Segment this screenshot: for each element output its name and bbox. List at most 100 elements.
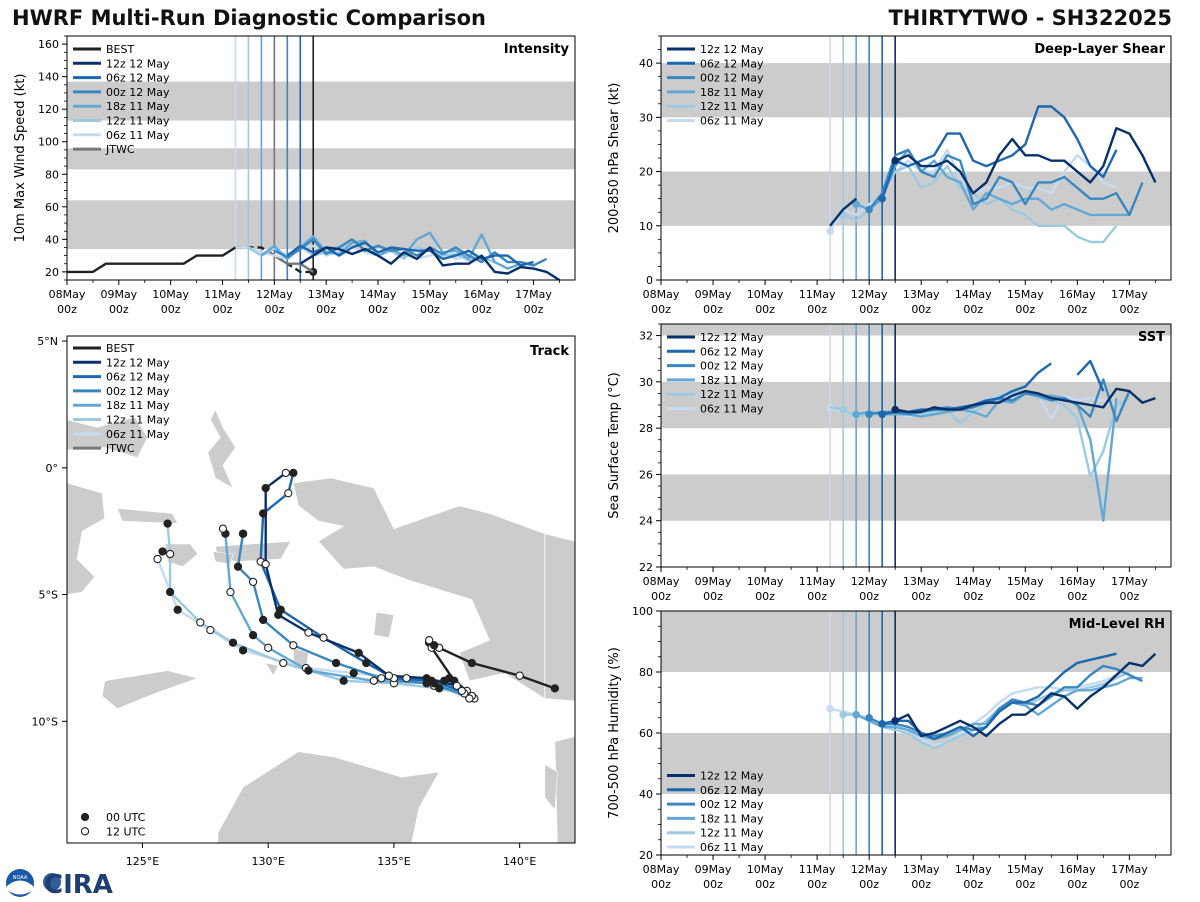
shear-xtick-hour: 00z (963, 303, 983, 316)
intensity-xtick-label: 15May (411, 288, 448, 301)
sst-series-start-marker (891, 405, 899, 414)
track-point-12utc (165, 549, 175, 559)
intensity-panel: 20 40 60 80 100 120 140 160 08May 00z 09May 00z 10Ma… (13, 35, 576, 316)
shear-series-line (829, 197, 857, 227)
sst-xtick-label: 13May (903, 575, 940, 588)
rh-xtick-hour: 00z (911, 878, 931, 891)
rh-legend-label: 12z 12 May (700, 770, 764, 783)
shear-legend-label: 18z 11 May (700, 86, 764, 99)
shear-xtick-hour: 00z (859, 303, 879, 316)
track-point-00utc (422, 674, 431, 683)
track-point-00utc (435, 684, 444, 693)
sst-panel-title: SST (1138, 330, 1165, 345)
sst-series-start-marker (865, 410, 873, 419)
rh-ytick-label: 60 (639, 727, 653, 740)
sst-xtick-hour: 00z (911, 590, 931, 603)
sst-ytick-label: 22 (639, 561, 653, 574)
land-mass (265, 662, 279, 677)
track-point-00utc (248, 630, 258, 640)
rh-xtick-label: 17May (1111, 863, 1148, 876)
land-mass (373, 611, 395, 639)
track-legend-label: 12z 11 May (106, 414, 170, 427)
shear-series-line (881, 105, 1118, 200)
rh-series-line (894, 652, 1157, 738)
intensity-ytick-label: 80 (45, 168, 59, 181)
shear-xtick-hour: 00z (911, 303, 931, 316)
sst-xtick-hour: 00z (1015, 590, 1035, 603)
land-mass (67, 482, 106, 595)
shear-ylabel: 200-850 hPa Shear (kt) (607, 83, 622, 234)
track-point-00utc (261, 483, 270, 493)
intensity-xtick-hour: 00z (420, 303, 440, 316)
shear-xtick-hour: 00z (1119, 303, 1139, 316)
track-point-00utc (331, 658, 341, 668)
intensity-xtick-hour: 00z (213, 303, 233, 316)
track-line (166, 523, 473, 698)
shear-series-start-marker (891, 156, 899, 165)
rh-xtick-hour: 00z (1067, 878, 1087, 891)
track-point-12utc (369, 676, 378, 685)
intensity-plot-area (67, 36, 561, 280)
sst-ytick-label: 24 (639, 515, 653, 528)
shear-ytick-label: 20 (639, 166, 653, 179)
intensity-band (67, 200, 575, 250)
shear-legend-label: 06z 11 May (700, 115, 764, 128)
track-marker-legend-symbol (80, 827, 90, 836)
shear-ytick-label: 30 (639, 111, 653, 124)
track-point-00utc (259, 615, 268, 625)
intensity-panel-title: Intensity (504, 42, 570, 57)
shear-xtick-label: 11May (799, 288, 836, 301)
rh-band (661, 733, 1171, 794)
intensity-band (67, 148, 575, 170)
sst-series-line (894, 387, 1156, 414)
cira-logo: NOAA CIRA (4, 866, 116, 900)
sst-xtick-label: 08May (643, 575, 680, 588)
sst-xtick-label: 11May (799, 575, 836, 588)
intensity-series-line (260, 231, 522, 270)
intensity-xtick-hour: 00z (524, 303, 544, 316)
shear-legend-label: 12z 12 May (700, 43, 764, 56)
sst-xtick-hour: 00z (651, 590, 671, 603)
track-point-12utc (424, 636, 434, 645)
track-legend-label: BEST (106, 342, 134, 355)
rh-xtick-label: 15May (1007, 863, 1044, 876)
track-legend-label: JTWC (105, 442, 135, 455)
intensity-series-line (299, 246, 561, 280)
rh-xtick-label: 11May (799, 863, 836, 876)
shear-xtick-label: 12May (851, 288, 888, 301)
sst-frame (660, 323, 1172, 568)
intensity-xtick-hour: 00z (264, 303, 284, 316)
shear-series-start-marker (826, 227, 834, 235)
intensity-xtick-hour: 00z (316, 303, 336, 316)
sst-ytick-label: 32 (639, 330, 653, 343)
track-panel-title: Track (530, 344, 569, 359)
storm-id-title: THIRTYTWO - SH322025 (888, 6, 1172, 30)
sst-xtick-hour: 00z (859, 590, 879, 603)
rh-panel-title: Mid-Level RH (1069, 617, 1165, 632)
figure-title: HWRF Multi-Run Diagnostic Comparison (12, 6, 487, 30)
shear-xtick-hour: 00z (807, 303, 827, 316)
shear-xtick-label: 17May (1111, 288, 1148, 301)
intensity-series-line (67, 246, 237, 274)
intensity-legend-label: 12z 11 May (106, 115, 170, 128)
track-ytick-label: 0° (46, 462, 59, 475)
noaa-logo-text: NOAA (13, 875, 28, 881)
sst-ytick-label: 26 (639, 468, 653, 481)
intensity-series-line (273, 254, 314, 273)
sst-series-start-marker (852, 410, 860, 419)
intensity-xtick-hour: 00z (161, 303, 181, 316)
sst-xtick-hour: 00z (963, 590, 983, 603)
track-point-12utc (281, 468, 290, 478)
intensity-ytick-label: 60 (45, 201, 59, 214)
shear-legend-label: 00z 12 May (700, 72, 764, 85)
rh-series-line (881, 652, 1117, 741)
shear-xtick-label: 15May (1007, 288, 1044, 301)
track-point-12utc (377, 674, 386, 683)
intensity-xtick-label: 08May (49, 288, 86, 301)
sst-legend-label: 00z 12 May (700, 360, 764, 373)
intensity-xtick-label: 12May (256, 288, 293, 301)
track-point-00utc (550, 684, 560, 693)
track-point-00utc (349, 669, 358, 678)
sst-xtick-hour: 00z (1119, 590, 1139, 603)
intensity-xtick-hour: 00z (472, 303, 492, 316)
